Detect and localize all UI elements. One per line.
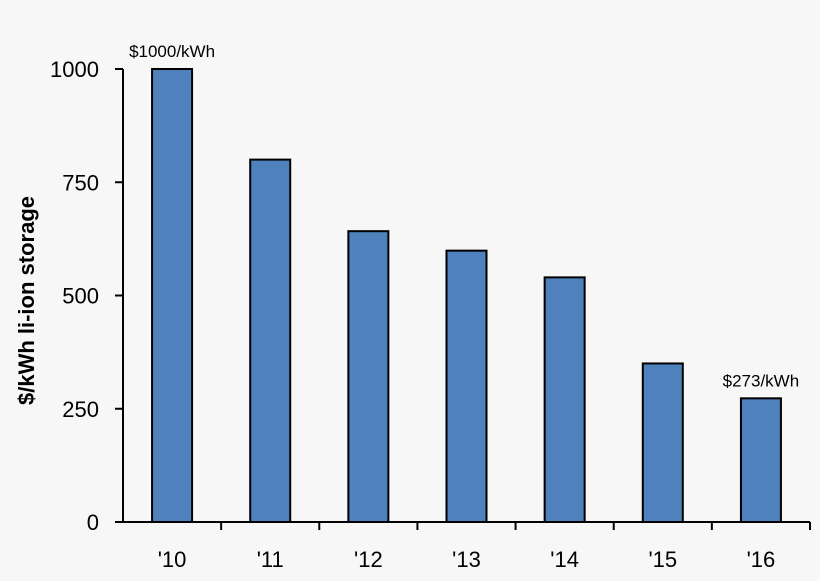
bar-0 <box>151 68 194 523</box>
bar-1 <box>249 158 292 523</box>
y-tick-label: 250 <box>62 397 99 422</box>
y-tick-label: 750 <box>62 170 99 195</box>
x-tick-label: '14 <box>550 547 579 572</box>
y-axis-ticks: 0 250 500 750 1000 <box>50 57 123 535</box>
bars <box>151 68 782 524</box>
bar-4 <box>543 276 586 523</box>
bar-2 <box>347 230 390 523</box>
y-axis-title: $/kWh li-ion storage <box>14 196 39 405</box>
y-tick-label: 0 <box>87 510 99 535</box>
x-tick-label: '15 <box>648 547 677 572</box>
data-label: $273/kWh <box>723 371 800 390</box>
y-tick-label: 1000 <box>50 57 99 82</box>
x-tick-label: '16 <box>747 547 776 572</box>
x-tick-label: '11 <box>257 547 284 572</box>
x-axis-ticks: '10 '11 '12 '13 '14 '15 '16 <box>158 522 811 572</box>
y-tick-label: 500 <box>62 284 99 309</box>
data-labels: $1000/kWh $273/kWh <box>129 42 799 390</box>
bar-5 <box>641 362 684 524</box>
x-tick-label: '12 <box>354 547 383 572</box>
x-tick-label: '13 <box>452 547 481 572</box>
x-tick-label: '10 <box>158 547 187 572</box>
bar-6 <box>739 397 782 523</box>
bar-3 <box>445 249 488 523</box>
data-label: $1000/kWh <box>129 42 215 61</box>
